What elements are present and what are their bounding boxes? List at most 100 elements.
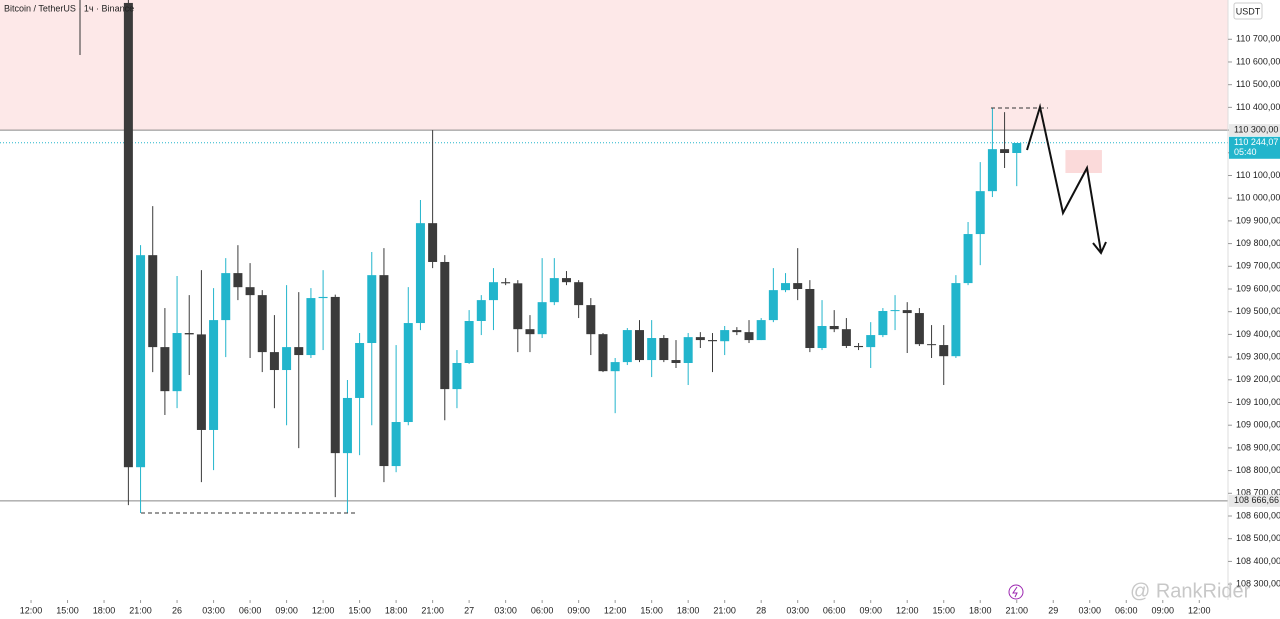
candle-body [610,362,620,372]
candle-body [841,329,851,346]
candle-body [501,282,511,284]
candle-body [282,347,292,371]
candle-body [793,283,803,289]
candle-body [805,288,815,349]
candle-body [622,330,632,363]
candle-body [708,340,718,342]
x-tick-label: 21:00 [1005,605,1028,615]
candle-body [561,278,571,283]
candle-body [428,223,438,262]
candle-body [659,338,669,361]
x-tick-label: 12:00 [20,605,43,615]
x-tick-label: 27 [464,605,474,615]
price-axis [1228,0,1280,619]
candle-body [890,310,900,312]
x-tick-label: 15:00 [640,605,663,615]
candle-body [306,298,316,356]
last-price-box [1229,136,1280,159]
x-tick-label: 18:00 [969,605,992,615]
y-tick-label: 110 600,00 [1236,56,1280,66]
y-tick-label: 108 300,00 [1236,578,1280,588]
zones [0,0,1228,173]
candle-body [440,261,450,390]
candle-body [817,325,827,349]
candle-body [367,275,377,344]
y-tick-label: 110 100,00 [1236,170,1280,180]
candle-body [172,333,182,392]
currency-box[interactable] [1233,2,1263,20]
candle-body [866,335,876,348]
candle-body [939,345,949,357]
x-tick-label: 09:00 [1152,605,1175,615]
candle-body [671,360,681,363]
y-tick-label: 109 900,00 [1236,215,1280,225]
candle-body [123,2,133,468]
candle-body [732,330,742,333]
candle-body [902,310,912,314]
zone [0,0,1228,131]
x-tick-label: 29 [1048,605,1058,615]
y-tick-label: 110 400,00 [1236,102,1280,112]
x-tick-label: 09:00 [567,605,590,615]
candle-body [355,343,365,398]
candle-body [148,255,158,348]
y-tick-label: 108 600,00 [1236,510,1280,520]
y-tick-label: 109 100,00 [1236,397,1280,407]
x-tick-label: 21:00 [713,605,736,615]
candle-body [829,325,839,330]
candle-body [160,347,170,392]
y-tick-label: 108 800,00 [1236,465,1280,475]
event-icon[interactable] [1008,584,1024,600]
x-tick-label: 15:00 [932,605,955,615]
candle-body [574,282,584,306]
level-label: 108 666,66 [1234,495,1279,505]
x-tick-label: 06:00 [823,605,846,615]
candle-body [318,296,328,299]
x-tick-label: 06:00 [1115,605,1138,615]
candle-body [647,338,657,361]
y-tick-label: 109 000,00 [1236,420,1280,430]
x-tick-label: 12:00 [896,605,919,615]
y-tick-label: 110 700,00 [1236,34,1280,44]
candle-body [598,334,608,372]
zone [1065,150,1102,173]
x-tick-label: 03:00 [494,605,517,615]
x-tick-label: 12:00 [1188,605,1211,615]
candles [123,0,1022,514]
candle-body [269,352,279,371]
candle-body [415,223,425,324]
x-tick-label: 03:00 [1078,605,1101,615]
x-tick-label: 06:00 [531,605,554,615]
x-tick-label: 21:00 [421,605,444,615]
x-tick-label: 26 [172,605,182,615]
x-tick-label: 03:00 [786,605,809,615]
y-tick-label: 109 400,00 [1236,329,1280,339]
level-label: 110 300,00 [1234,124,1278,134]
x-tick-label: 15:00 [348,605,371,615]
candle-body [854,345,864,348]
candle-body [537,302,547,335]
y-tick-label: 109 300,00 [1236,351,1280,361]
candle-body [221,273,231,321]
candle-body [257,295,267,353]
x-tick-label: 18:00 [385,605,408,615]
candle-body [756,320,766,341]
y-tick-label: 108 700,00 [1236,488,1280,498]
x-tick-label: 03:00 [202,605,225,615]
y-tick-label: 108 400,00 [1236,556,1280,566]
y-tick-label: 110 000,00 [1236,193,1280,203]
watermark: @ RankRider [1130,580,1251,602]
candle-body [245,287,255,296]
arrow-head [1092,241,1107,255]
y-tick-label: 109 600,00 [1236,283,1280,293]
candle-body [549,278,559,303]
x-tick-label: 21:00 [129,605,152,615]
level-label-box [1229,124,1280,137]
candle-body [209,320,219,430]
candle-body [927,344,937,346]
candle-body [379,275,389,467]
y-tick-label: 109 700,00 [1236,261,1280,271]
y-tick-label: 110 500,00 [1236,79,1280,89]
candle-body [342,397,352,454]
candle-body [878,311,888,336]
